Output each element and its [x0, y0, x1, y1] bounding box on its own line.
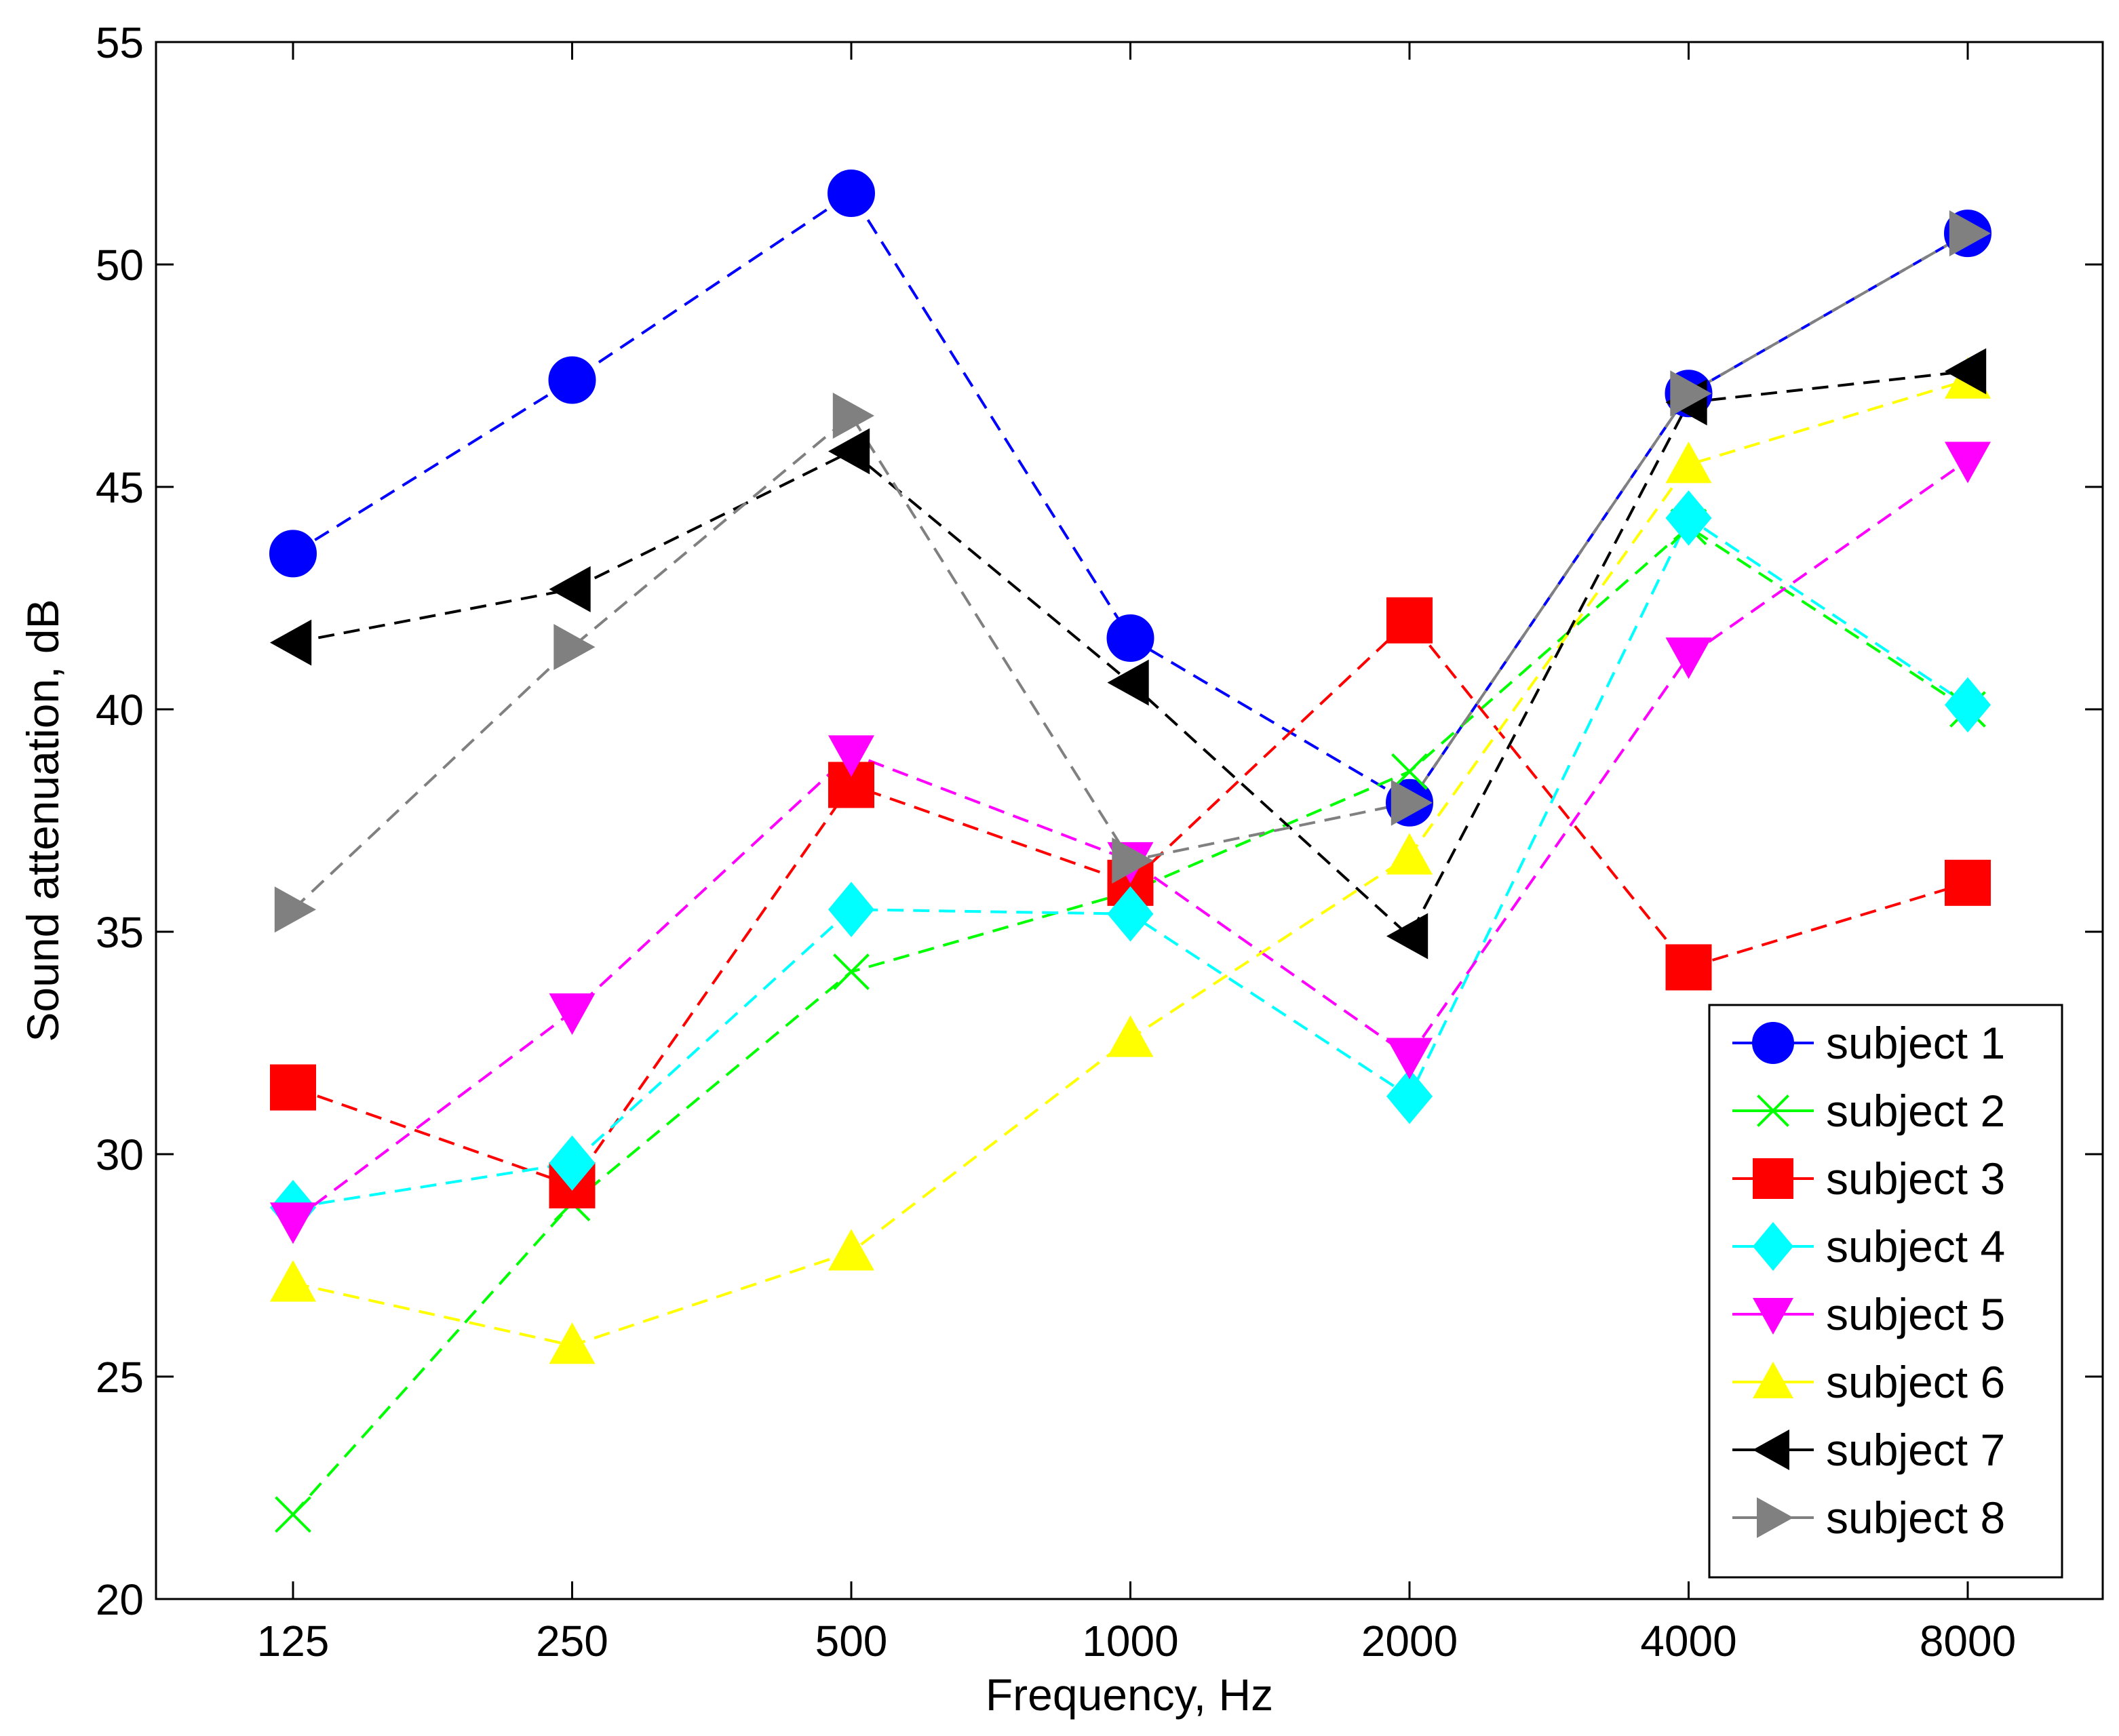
x-tick-label: 2000 [1361, 1617, 1458, 1665]
legend-label-subject-1: subject 1 [1826, 1018, 2005, 1068]
legend-marker-subject-8 [1757, 1497, 1793, 1538]
subject-2-point [1391, 753, 1428, 790]
subject-5-point [828, 735, 874, 777]
legend-label-subject-3: subject 3 [1826, 1153, 2005, 1204]
subject-7-point [828, 428, 870, 475]
legend-label-subject-8: subject 8 [1826, 1493, 2005, 1543]
x-tick-label: 250 [536, 1617, 608, 1665]
subject-8-point [1391, 779, 1433, 826]
y-axis-ticks: 20 25 30 35 40 45 50 55 [96, 18, 2103, 1624]
subject-3-point [270, 1064, 316, 1111]
legend-marker-subject-3 [1753, 1158, 1793, 1199]
x-tick-label: 8000 [1920, 1617, 2016, 1665]
subject-6-point [1386, 833, 1433, 875]
subject-7-point [1386, 913, 1428, 960]
subject-2-point-stroke [833, 953, 870, 990]
subject-7-point [549, 566, 591, 612]
subject-8-point [274, 886, 316, 933]
y-tick-label: 55 [96, 18, 144, 67]
subject-4-point [1665, 490, 1712, 546]
subject-3-point [1945, 859, 1991, 906]
subject-1-point [548, 356, 596, 404]
subject-2-point [833, 953, 870, 990]
y-tick-label: 45 [96, 463, 144, 512]
subject-1-point [1106, 614, 1154, 663]
y-tick-label: 25 [96, 1353, 144, 1402]
subject-5-point [1945, 441, 1991, 484]
subject-4-point [1107, 886, 1154, 942]
x-tick-label: 500 [815, 1617, 888, 1665]
legend-label-subject-7: subject 7 [1826, 1425, 2005, 1475]
legend-marker-subject-6 [1753, 1362, 1793, 1398]
subject-3-point [1386, 597, 1433, 644]
subject-5-point [1665, 637, 1712, 679]
x-tick-label: 125 [257, 1617, 330, 1665]
subject-6-point [549, 1322, 596, 1364]
subject-4-point [549, 1135, 596, 1191]
y-tick-label: 20 [96, 1575, 144, 1624]
subject-2-point-stroke [275, 1496, 311, 1533]
legend-marker-subject-2 [1757, 1094, 1789, 1127]
subject-1-point [828, 170, 875, 218]
legend-marker-subject-1 [1752, 1022, 1794, 1064]
subject-1-point [269, 530, 317, 578]
y-tick-label: 35 [96, 908, 144, 957]
x-tick-label: 1000 [1082, 1617, 1178, 1665]
subject-6-point [270, 1260, 316, 1302]
subject-7-point [1945, 348, 1987, 395]
y-tick-label: 30 [96, 1130, 144, 1179]
y-axis-label: Sound attenuation, dB [18, 599, 68, 1042]
subject-5-point [1386, 1038, 1433, 1080]
subject-6-point [828, 1229, 874, 1271]
subject-6-point [1665, 441, 1712, 484]
legend-label-subject-5: subject 5 [1826, 1289, 2005, 1339]
subject-8-point [832, 393, 874, 439]
subject-2-point-stroke [1391, 753, 1428, 790]
legend-marker-subject-5 [1753, 1298, 1793, 1335]
x-tick-label: 4000 [1640, 1617, 1736, 1665]
subject-6-point [1107, 1015, 1154, 1057]
subject-4-point [1945, 677, 1991, 733]
legend-label-subject-6: subject 6 [1826, 1357, 2005, 1407]
legend-label-subject-4: subject 4 [1826, 1221, 2005, 1271]
subject-8-point [1949, 210, 1991, 257]
series-markers [269, 170, 1991, 1533]
legend-marker-subject-7 [1753, 1429, 1789, 1470]
legend-marker-subject-2-stroke [1757, 1094, 1789, 1127]
subject-7-point [270, 619, 312, 666]
legend-box [1708, 1004, 2063, 1579]
subject-3-point [1665, 944, 1712, 991]
legend-marker-subject-4 [1753, 1222, 1793, 1271]
subject-4-point [1386, 1068, 1433, 1124]
subject-8-point [1112, 837, 1154, 884]
legend: subject 1 subject 2 subject 3 subject 4 subj… [1708, 1004, 2063, 1579]
subject-8-point [1670, 370, 1712, 417]
legend-label-subject-2: subject 2 [1826, 1086, 2005, 1136]
y-tick-label: 50 [96, 241, 144, 290]
x-axis-label: Frequency, Hz [986, 1670, 1273, 1720]
subject-8-point [553, 624, 596, 671]
x-axis-ticks: 125 250 500 1000 2000 4000 8000 [257, 42, 2016, 1665]
subject-5-point [549, 993, 596, 1035]
subject-4-point [828, 882, 874, 937]
subject-2-point [275, 1496, 311, 1533]
subject-5-point [270, 1202, 316, 1244]
y-tick-label: 40 [96, 686, 144, 734]
subject-7-point [1107, 659, 1149, 706]
